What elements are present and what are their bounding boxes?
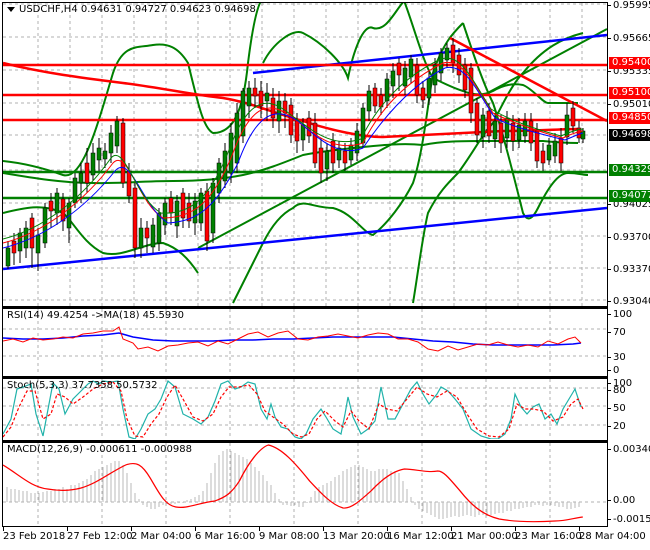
- chart-title: USDCHF,H4 0.94631 0.94727 0.94623 0.9469…: [7, 4, 256, 15]
- time-label: 27 Feb 12:00: [67, 527, 133, 542]
- rsi-tick: 0: [607, 365, 620, 376]
- time-label: 23 Mar 16:00: [515, 527, 582, 542]
- price-tick: 0.95665: [607, 33, 650, 44]
- rsi-tick: 100: [607, 309, 633, 320]
- stochastic-caption: Stoch(5,3,3) 37.7358 50.5732: [7, 380, 158, 391]
- level-tag-support: 0.94077: [609, 190, 650, 202]
- current-price-tag: 0.94698: [609, 129, 650, 141]
- stoch-tick: 100: [607, 378, 633, 389]
- rsi-pane[interactable]: RSI(14) 49.4254 ->MA(18) 45.5930: [2, 307, 608, 377]
- time-label: 9 Mar 08:00: [259, 527, 320, 542]
- rsi-caption: RSI(14) 49.4254 ->MA(18) 45.5930: [7, 310, 184, 321]
- dropdown-triangle-icon[interactable]: [7, 6, 15, 12]
- time-label: 23 Feb 2018: [3, 527, 66, 542]
- stoch-tick: 20: [608, 421, 626, 432]
- macd-tick: -0.001568: [607, 514, 650, 525]
- price-tick: 0.94025: [607, 199, 650, 210]
- level-tag-support: 0.94329: [609, 164, 650, 176]
- time-label: 6 Mar 16:00: [195, 527, 256, 542]
- price-tick: 0.95335: [607, 66, 650, 77]
- time-label: 21 Mar 00:00: [451, 527, 518, 542]
- time-axis[interactable]: 23 Feb 2018 27 Feb 12:00 2 Mar 04:00 6 M…: [2, 527, 646, 550]
- rsi-tick: 70: [608, 327, 626, 338]
- level-tag-resistance: 0.95400: [609, 57, 650, 69]
- level-tag-resistance: 0.95100: [609, 87, 650, 99]
- price-tick: 0.95995: [607, 0, 650, 11]
- stochastic-plot: [3, 379, 607, 439]
- level-tag-resistance: 0.94850: [609, 112, 650, 124]
- stochastic-pane[interactable]: Stoch(5,3,3) 37.7358 50.5732: [2, 377, 608, 441]
- price-chart-pane[interactable]: USDCHF,H4 0.94631 0.94727 0.94623 0.9469…: [2, 2, 608, 307]
- macd-caption: MACD(12,26,9) -0.000611 -0.000988: [7, 444, 192, 455]
- time-label: 13 Mar 20:00: [323, 527, 390, 542]
- macd-pane[interactable]: MACD(12,26,9) -0.000611 -0.000988: [2, 441, 608, 527]
- macd-plot: [3, 443, 607, 525]
- stoch-tick: 50: [608, 403, 626, 414]
- rsi-plot: [3, 309, 607, 375]
- rsi-tick: 30: [608, 352, 626, 363]
- macd-tick: 0.003402: [608, 444, 650, 455]
- ohlc-caption: USDCHF,H4 0.94631 0.94727 0.94623 0.9469…: [19, 4, 256, 15]
- time-label: 28 Mar 04:00: [579, 527, 646, 542]
- rsi-axis: 100 70 30 0: [607, 307, 650, 377]
- time-label: 2 Mar 04:00: [131, 527, 192, 542]
- macd-axis: 0.003402 0.00 -0.001568: [607, 441, 650, 527]
- stochastic-axis: 100 80 50 20: [607, 377, 650, 441]
- price-chart-plot: [3, 3, 607, 306]
- time-label: 16 Mar 12:00: [387, 527, 454, 542]
- macd-tick: 0.00: [607, 495, 636, 506]
- stoch-tick: 80: [608, 385, 626, 396]
